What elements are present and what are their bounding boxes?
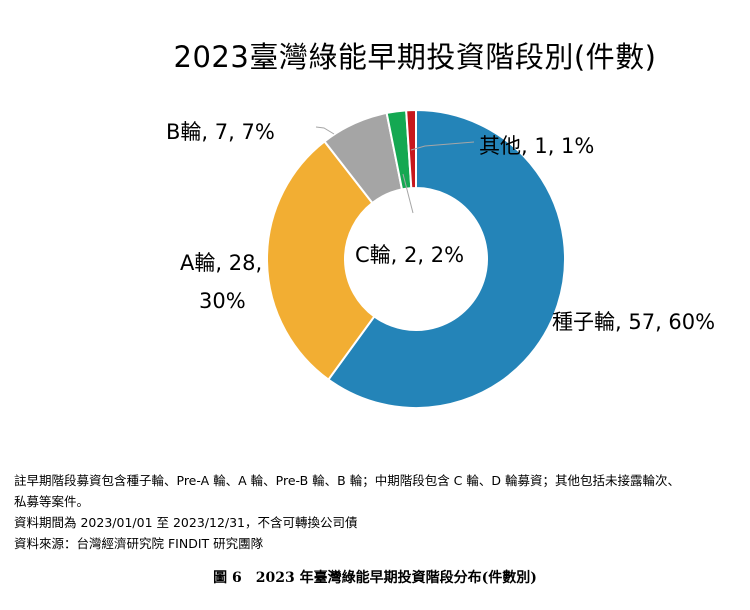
slice-a	[266, 140, 376, 381]
note-line-4: 資料來源：台灣經濟研究院 FINDIT 研究團隊	[14, 536, 264, 551]
note-line-1: 註早期階段募資包含種子輪、Pre-A 輪、A 輪、Pre-B 輪、B 輪；中期階…	[14, 473, 680, 488]
footnotes: 註早期階段募資包含種子輪、Pre-A 輪、A 輪、Pre-B 輪、B 輪；中期階…	[14, 470, 739, 554]
data-label-other: 其他, 1, 1%	[479, 134, 595, 158]
data-label-b: B輪, 7, 7%	[166, 120, 275, 144]
data-label-seed: 種子輪, 57, 60%	[552, 310, 716, 334]
data-label-a-line1: A輪, 28,	[180, 251, 263, 275]
leader-line-b	[315, 126, 335, 135]
note-line-2: 私募等案件。	[14, 494, 90, 509]
slice-seed	[327, 108, 566, 409]
data-label-a-line2: 30%	[199, 289, 246, 313]
chart-title: 2023臺灣綠能早期投資階段別(件數)	[173, 40, 657, 74]
figure-caption: 圖 6 2023 年臺灣綠能早期投資階段分布(件數別)	[213, 570, 537, 586]
slice-other	[405, 108, 417, 190]
leader-line-other	[410, 141, 475, 151]
note-line-3: 資料期間為 2023/01/01 至 2023/12/31，不含可轉換公司債	[14, 515, 358, 530]
leader-line-c	[402, 173, 414, 214]
data-label-c: C輪, 2, 2%	[355, 243, 465, 267]
